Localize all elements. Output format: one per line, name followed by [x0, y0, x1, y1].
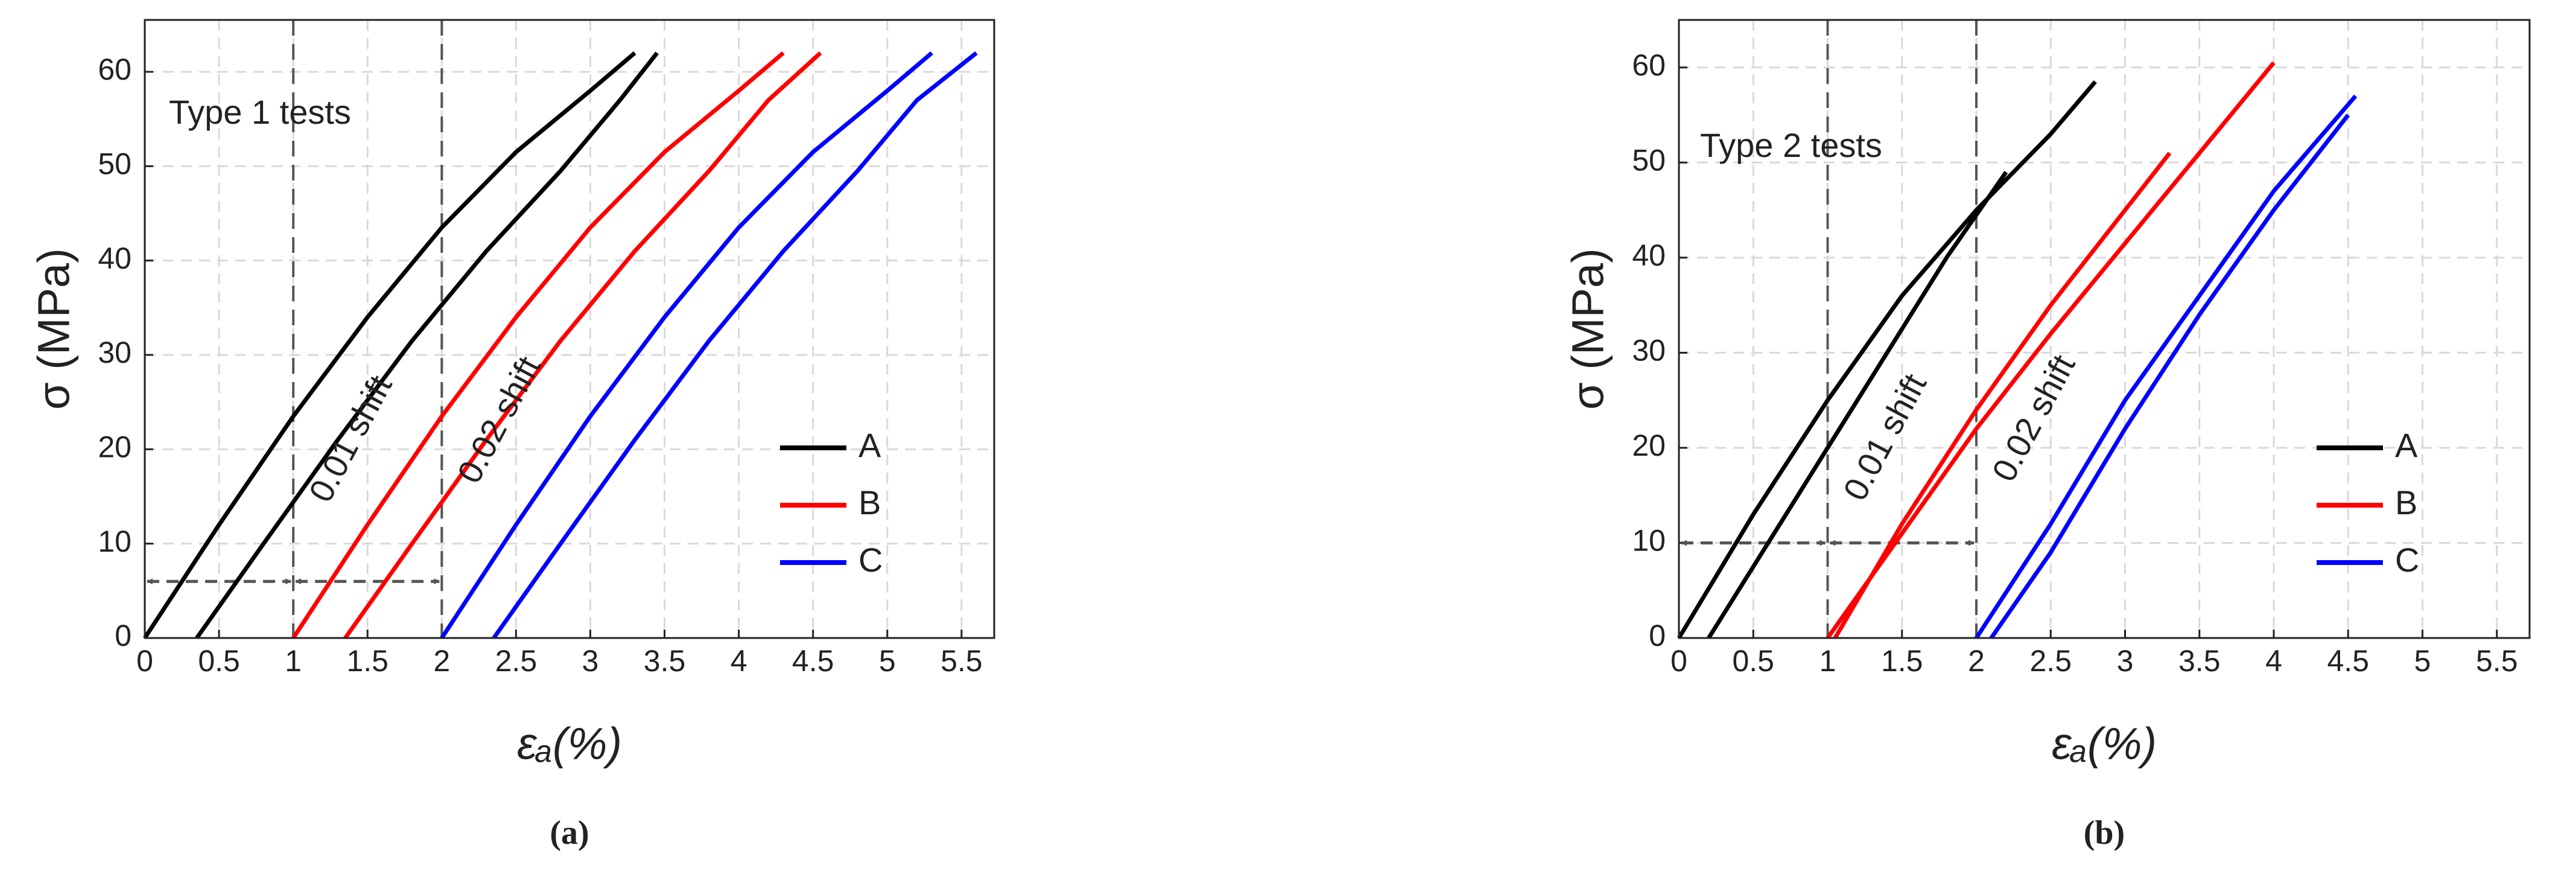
series-line: [291, 51, 822, 640]
x-tick-label: 5: [879, 644, 896, 678]
series-line: [143, 51, 659, 640]
legend-label: C: [858, 541, 883, 579]
series-line: [1826, 61, 2276, 640]
x-tick-label: 2: [1968, 644, 1985, 678]
y-tick-label: 50: [1632, 144, 1666, 177]
legend-label: A: [2395, 426, 2418, 464]
x-axis-label: εₐ(%): [517, 719, 622, 769]
y-axis-label: σ (MPa): [1563, 248, 1613, 410]
plot-frame: [1678, 19, 2531, 639]
legend-label: A: [858, 426, 881, 464]
series-line: [440, 51, 978, 640]
y-tick-label: 30: [98, 336, 132, 369]
y-tick-label: 20: [1632, 429, 1666, 462]
x-tick-label: 1: [285, 644, 302, 678]
x-tick-label: 5.5: [941, 644, 983, 678]
y-tick-label: 60: [98, 53, 132, 86]
x-tick-label: 1.5: [1881, 644, 1923, 678]
x-tick-label: 4: [731, 644, 747, 678]
y-tick-label: 0: [1649, 619, 1666, 652]
plot-frame: [144, 19, 995, 639]
chart: 0 0.5 1 1.5 2 2.5 3 3.5 4 4.5 5 5.5 0 10 20 30 40 50 60 ABC…: [29, 19, 995, 852]
annotation: Type 1 tests: [169, 93, 351, 131]
x-tick-label: 5.5: [2476, 644, 2518, 678]
x-tick-label: 3: [582, 644, 599, 678]
x-tick-label: 1.5: [346, 644, 389, 678]
x-tick-label: 2.5: [495, 644, 538, 678]
legend-label: C: [2395, 541, 2419, 579]
y-tick-label: 40: [98, 241, 132, 275]
series-line: [1975, 94, 2358, 639]
x-tick-label: 0.5: [198, 644, 240, 678]
x-tick-label: 3.5: [2178, 644, 2221, 678]
y-tick-label: 50: [98, 147, 132, 181]
x-tick-label: 3.5: [644, 644, 686, 678]
y-tick-label: 10: [98, 525, 132, 558]
legend-label: B: [2395, 483, 2417, 522]
y-axis-label: σ (MPa): [29, 248, 79, 410]
annotation: Type 2 tests: [1700, 126, 1882, 164]
x-axis-label: εₐ(%): [2052, 719, 2157, 769]
series-line: [1677, 80, 2097, 639]
x-tick-label: 0.5: [1732, 644, 1774, 678]
legend-label: B: [858, 483, 881, 522]
x-tick-label: 2.5: [2030, 644, 2072, 678]
x-tick-label: 4.5: [2327, 644, 2370, 678]
y-tick-label: 60: [1632, 48, 1666, 82]
x-tick-label: 2: [433, 644, 450, 678]
y-tick-label: 10: [1632, 524, 1666, 558]
caption: (b): [2084, 814, 2125, 852]
y-tick-label: 0: [115, 619, 132, 652]
x-tick-label: 4.5: [792, 644, 834, 678]
y-tick-label: 40: [1632, 238, 1666, 272]
x-tick-label: 3: [2117, 644, 2134, 678]
y-tick-label: 20: [98, 430, 132, 464]
x-tick-label: 0: [1670, 644, 1687, 678]
caption: (a): [550, 814, 589, 852]
x-tick-label: 4: [2265, 644, 2282, 678]
plot-area: [1679, 20, 2530, 638]
y-tick-label: 30: [1632, 334, 1666, 368]
chart: 0 0.5 1 1.5 2 2.5 3 3.5 4 4.5 5 5.5 0 10 20 30 40 50 60 ABC…: [1563, 19, 2531, 852]
x-tick-label: 1: [1819, 644, 1836, 678]
x-tick-label: 5: [2414, 644, 2431, 678]
x-tick-label: 0: [136, 644, 153, 678]
